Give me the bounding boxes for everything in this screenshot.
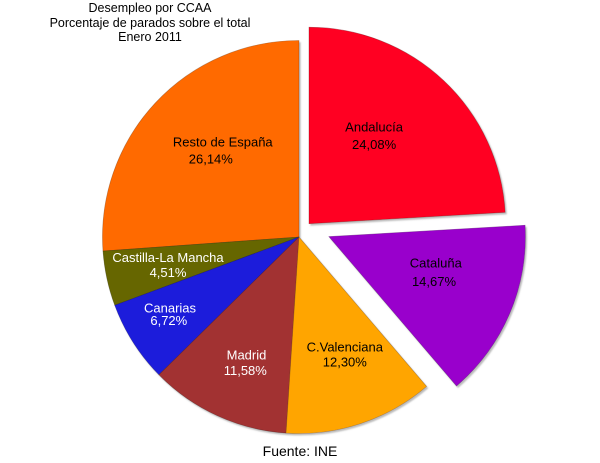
svg-text:11,58%: 11,58% [224,363,268,378]
svg-text:12,30%: 12,30% [323,355,368,370]
svg-text:24,08%: 24,08% [352,137,397,152]
svg-text:14,67%: 14,67% [412,274,457,289]
svg-text:Resto de España: Resto de España [173,135,274,150]
svg-text:Cataluña: Cataluña [410,255,463,270]
svg-text:Castilla-La Mancha: Castilla-La Mancha [112,250,224,265]
svg-text:4,51%: 4,51% [150,265,187,280]
svg-text:26,14%: 26,14% [189,152,234,167]
svg-text:C.Valenciana: C.Valenciana [307,340,384,355]
svg-text:Madrid: Madrid [227,348,267,363]
svg-text:Andalucía: Andalucía [345,120,404,135]
svg-text:6,72%: 6,72% [150,313,187,328]
